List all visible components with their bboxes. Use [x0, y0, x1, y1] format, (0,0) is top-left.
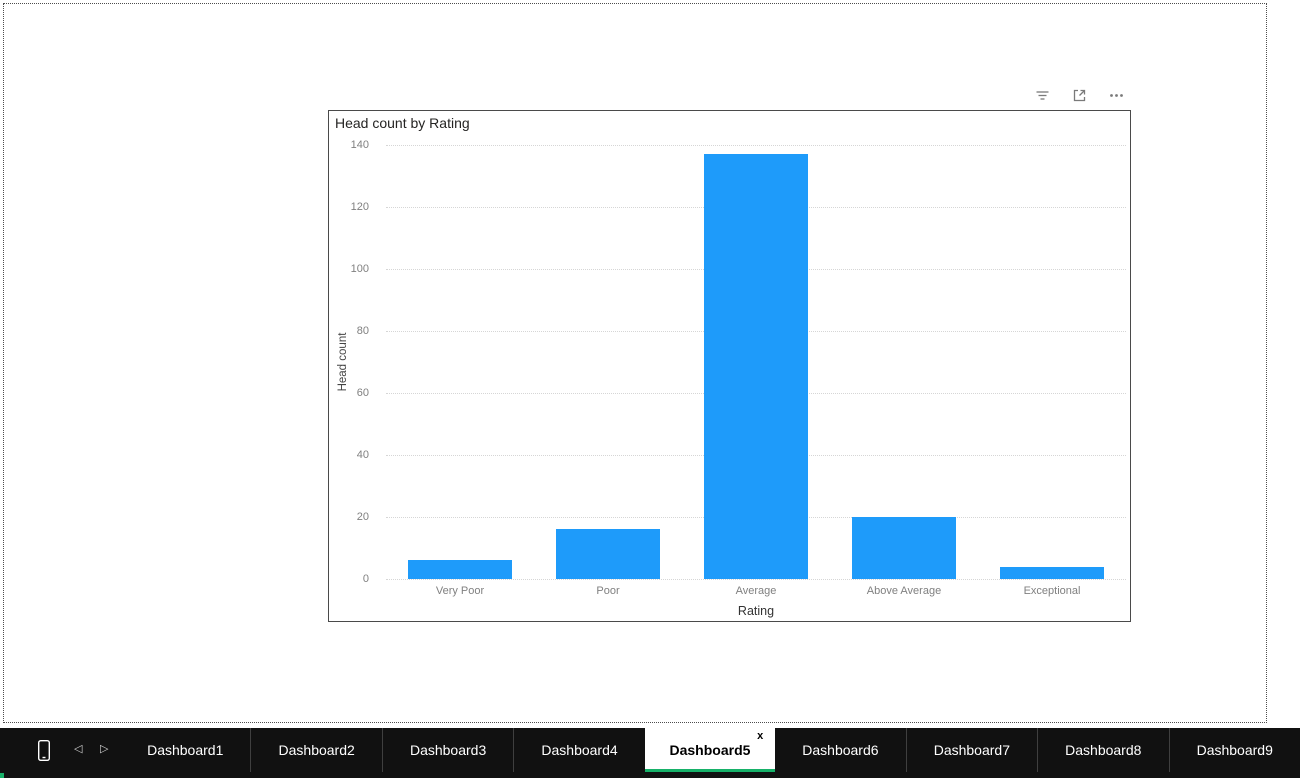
tab-dashboard3[interactable]: Dashboard3 — [381, 728, 513, 772]
previous-page-icon[interactable]: ◁ — [74, 742, 83, 755]
tab-dashboard8[interactable]: Dashboard8 — [1037, 728, 1168, 772]
tab-dashboard1[interactable]: Dashboard1 — [120, 728, 250, 772]
chart-visual[interactable]: Head count by Rating Head count 0 20 40 60 8… — [328, 110, 1131, 622]
tab-dashboard4[interactable]: Dashboard4 — [513, 728, 644, 772]
x-tick-label: Exceptional — [1023, 585, 1081, 597]
tab-label: Dashboard2 — [278, 742, 355, 758]
y-tick-label: 140 — [350, 139, 369, 151]
y-tick-label: 120 — [350, 201, 369, 213]
y-tick-label: 100 — [350, 263, 369, 275]
tab-dashboard5[interactable]: Dashboard5 x — [644, 728, 776, 772]
dashboard-tabbar: ◁ ▷ Dashboard1 Dashboard2 Dashboard3 Dashbo… — [0, 728, 1300, 778]
bar-exceptional[interactable] — [1000, 566, 1104, 579]
canvas-dotted-border — [3, 3, 1267, 723]
gridline — [386, 145, 1126, 146]
bar-very-poor[interactable] — [408, 560, 512, 579]
dashboard-tabs: Dashboard1 Dashboard2 Dashboard3 Dashboard4… — [120, 728, 1300, 772]
tab-label: Dashboard5 — [669, 742, 751, 758]
y-tick-label: 60 — [356, 387, 369, 399]
y-axis-ticks: 0 20 40 60 80 100 120 140 — [329, 139, 377, 585]
gridline — [386, 579, 1126, 580]
tabbar-nav-controls: ◁ ▷ — [0, 728, 120, 772]
bar-average[interactable] — [704, 154, 808, 579]
more-options-icon[interactable] — [1108, 87, 1125, 109]
chart-title: Head count by Rating — [335, 115, 470, 131]
visual-toolbar — [1034, 87, 1125, 109]
y-tick-label: 0 — [362, 573, 369, 585]
x-axis-labels: Very Poor Poor Average Above Average Excepti… — [386, 585, 1126, 599]
close-tab-icon[interactable]: x — [757, 730, 764, 742]
tab-label: Dashboard4 — [541, 742, 618, 758]
x-tick-label: Very Poor — [435, 585, 485, 597]
plot-area — [386, 145, 1126, 580]
tab-label: Dashboard7 — [933, 742, 1010, 758]
filter-icon[interactable] — [1034, 87, 1051, 109]
tab-label: Dashboard1 — [147, 742, 224, 758]
tab-dashboard2[interactable]: Dashboard2 — [250, 728, 381, 772]
tab-dashboard7[interactable]: Dashboard7 — [905, 728, 1037, 772]
x-tick-label: Average — [735, 585, 777, 597]
x-tick-label: Above Average — [866, 585, 942, 597]
x-tick-label: Poor — [596, 585, 620, 597]
bar-above-average[interactable] — [852, 517, 956, 579]
tab-label: Dashboard9 — [1196, 742, 1273, 758]
tab-label: Dashboard3 — [409, 742, 487, 758]
next-page-icon[interactable]: ▷ — [100, 742, 109, 755]
x-axis-title: Rating — [737, 604, 775, 618]
y-tick-label: 20 — [356, 511, 369, 523]
y-tick-label: 40 — [356, 449, 369, 461]
bottom-left-accent — [0, 773, 4, 778]
tab-dashboard6[interactable]: Dashboard6 — [775, 728, 905, 772]
tab-label: Dashboard6 — [802, 742, 879, 758]
y-tick-label: 80 — [356, 325, 369, 337]
tab-dashboard9[interactable]: Dashboard9 — [1168, 728, 1300, 772]
focus-mode-icon[interactable] — [1071, 87, 1088, 109]
tab-label: Dashboard8 — [1065, 742, 1142, 758]
active-tab-underline — [644, 769, 776, 772]
mobile-layout-icon[interactable] — [37, 739, 51, 767]
bar-poor[interactable] — [556, 529, 660, 579]
